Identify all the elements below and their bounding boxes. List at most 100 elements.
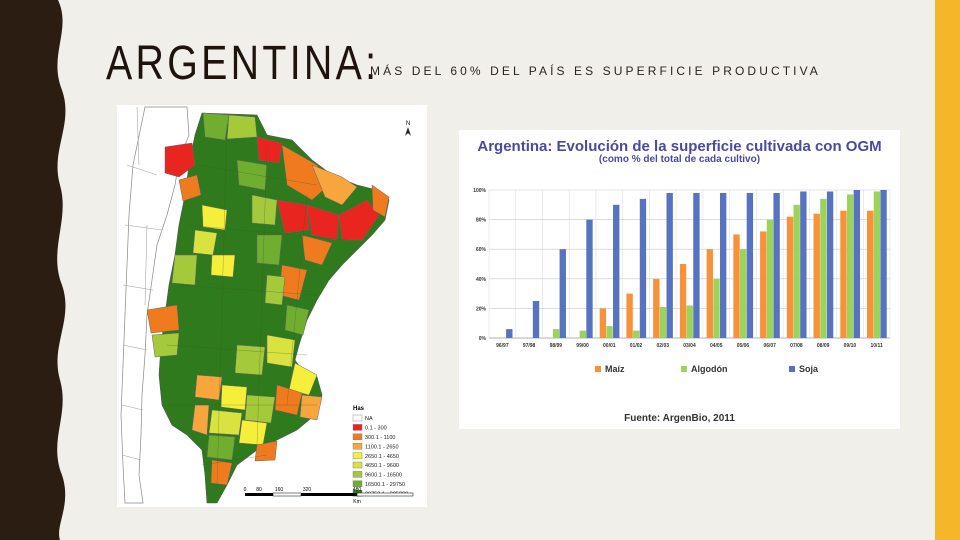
bar-maíz <box>867 210 874 338</box>
bar-maíz <box>813 213 820 338</box>
x-tick-label: 01/02 <box>630 343 643 349</box>
bar-soja <box>559 249 566 338</box>
scale-tick: 80 <box>256 487 262 493</box>
bar-soja <box>639 198 647 338</box>
legend-swatch <box>352 471 363 478</box>
bar-algodón <box>713 278 720 338</box>
legend-swatch <box>681 366 687 372</box>
x-tick-label: 97/98 <box>523 343 536 349</box>
bar-maíz <box>760 231 767 338</box>
legend-swatch <box>595 366 601 372</box>
bar-algodón <box>606 326 613 338</box>
chart-subtitle: (como % del total de cada cultivo) <box>598 154 761 165</box>
scale-tick: 0 <box>244 487 247 493</box>
bar-maíz <box>786 216 794 338</box>
x-tick-label: 99/00 <box>576 343 589 349</box>
bar-maíz <box>679 264 687 338</box>
x-tick-label: 05/06 <box>737 343 750 349</box>
x-tick-label: 07/08 <box>790 343 803 349</box>
bar-algodón <box>873 191 881 338</box>
x-tick-label: 08/09 <box>817 343 830 349</box>
x-tick-label: 98/99 <box>550 343 563 349</box>
legend-swatch <box>352 480 363 487</box>
bar-algodón <box>686 305 693 338</box>
chart-title: Argentina: Evolución de la superficie cu… <box>477 138 882 155</box>
bar-soja <box>853 190 861 338</box>
legend-swatch <box>352 424 363 431</box>
legend-label: 9600.1 - 16500 <box>365 473 402 479</box>
x-tick-label: 06/07 <box>763 343 776 349</box>
bar-maíz <box>733 234 740 338</box>
x-tick-label: 96/97 <box>496 343 509 349</box>
x-tick-label: 04/05 <box>710 343 723 349</box>
x-tick-label: 02/03 <box>657 343 670 349</box>
y-tick-label: 100% <box>473 188 486 194</box>
legend-label: 2650.1 - 4650 <box>365 454 399 460</box>
bar-algodón <box>766 219 774 338</box>
chart-source: Fuente: ArgenBio, 2011 <box>624 413 735 424</box>
bar-soja <box>586 219 593 338</box>
slide-subtitle: MÁS DEL 60% DEL PAÍS ES SUPERFICIE PRODU… <box>370 64 821 78</box>
bar-algodón <box>659 306 667 338</box>
legend-swatch <box>352 461 363 469</box>
north-arrow-label: N <box>406 121 410 127</box>
bar-algodón <box>820 198 827 338</box>
legend-label: 300.1 - 1100 <box>365 435 395 441</box>
bar-soja <box>746 192 754 338</box>
bar-soja <box>532 301 540 338</box>
bar-soja <box>800 191 807 338</box>
bar-algodón <box>579 330 586 338</box>
legend-swatch <box>789 366 795 372</box>
bar-algodón <box>552 329 560 338</box>
bar-maíz <box>706 249 713 338</box>
bar-soja <box>773 192 780 338</box>
legend-label: Soja <box>799 364 819 374</box>
scale-tick: 160 <box>275 487 284 493</box>
x-tick-label: 00/01 <box>603 343 616 349</box>
y-tick-label: 80% <box>476 218 487 224</box>
legend-label: NA <box>365 416 373 422</box>
bar-soja <box>826 191 834 338</box>
legend-label: Maíz <box>605 364 625 374</box>
map-legend-title: Has <box>353 406 365 412</box>
legend-label: 4650.1 - 9600 <box>365 463 399 469</box>
bar-soja <box>666 192 673 338</box>
x-tick-label: 10/11 <box>871 343 883 349</box>
y-tick-label: 60% <box>476 247 487 253</box>
bar-maíz <box>599 308 607 338</box>
bar-maíz <box>840 210 847 338</box>
legend-label: 1100.1 - 2650 <box>365 444 399 450</box>
bar-algodón <box>740 249 747 338</box>
x-tick-label: 09/10 <box>844 343 857 349</box>
bar-soja <box>506 329 513 338</box>
chart-canvas: 0% 20% 40% 60% 80% 100% 96/97 97/98 98/99 99/00 00… <box>473 188 891 374</box>
bar-algodón <box>633 330 640 338</box>
scale-tick: 480 <box>353 487 362 493</box>
legend-label: 0.1 - 300 <box>365 426 387 432</box>
slide-title: ARGENTINA: <box>106 37 380 90</box>
scale-tick: 320 <box>303 487 312 493</box>
legend-swatch <box>352 414 363 422</box>
right-accent-band <box>935 0 960 540</box>
bar-maíz <box>653 278 660 338</box>
y-tick-label: 20% <box>476 306 487 312</box>
legend-label: Algodón <box>691 364 728 374</box>
legend-label: 16500.1 - 29750 <box>365 482 405 488</box>
gmo-chart: Argentina: Evolución de la superficie cu… <box>459 130 900 429</box>
bar-soja <box>880 190 887 338</box>
bar-soja <box>613 204 620 338</box>
bar-soja <box>719 192 727 338</box>
legend-swatch <box>352 452 363 459</box>
left-decorative-band <box>0 0 66 540</box>
legend-swatch <box>352 433 363 440</box>
bar-maíz <box>626 293 633 338</box>
north-arrow-icon <box>405 127 411 136</box>
y-tick-label: 40% <box>476 277 487 283</box>
map-canvas: N Has NA 0.1 - 300 300.1 - 1100 1100.1 - 26… <box>120 106 414 505</box>
bar-algodón <box>846 194 854 338</box>
crop-area-map: N Has NA 0.1 - 300 300.1 - 1100 1100.1 - 26… <box>117 105 427 507</box>
legend-swatch <box>352 443 363 450</box>
x-tick-label: 03/04 <box>683 343 696 349</box>
bar-algodón <box>793 204 800 338</box>
map-legend: NA 0.1 - 300 300.1 - 1100 1100.1 - 2650 2650… <box>352 414 408 497</box>
